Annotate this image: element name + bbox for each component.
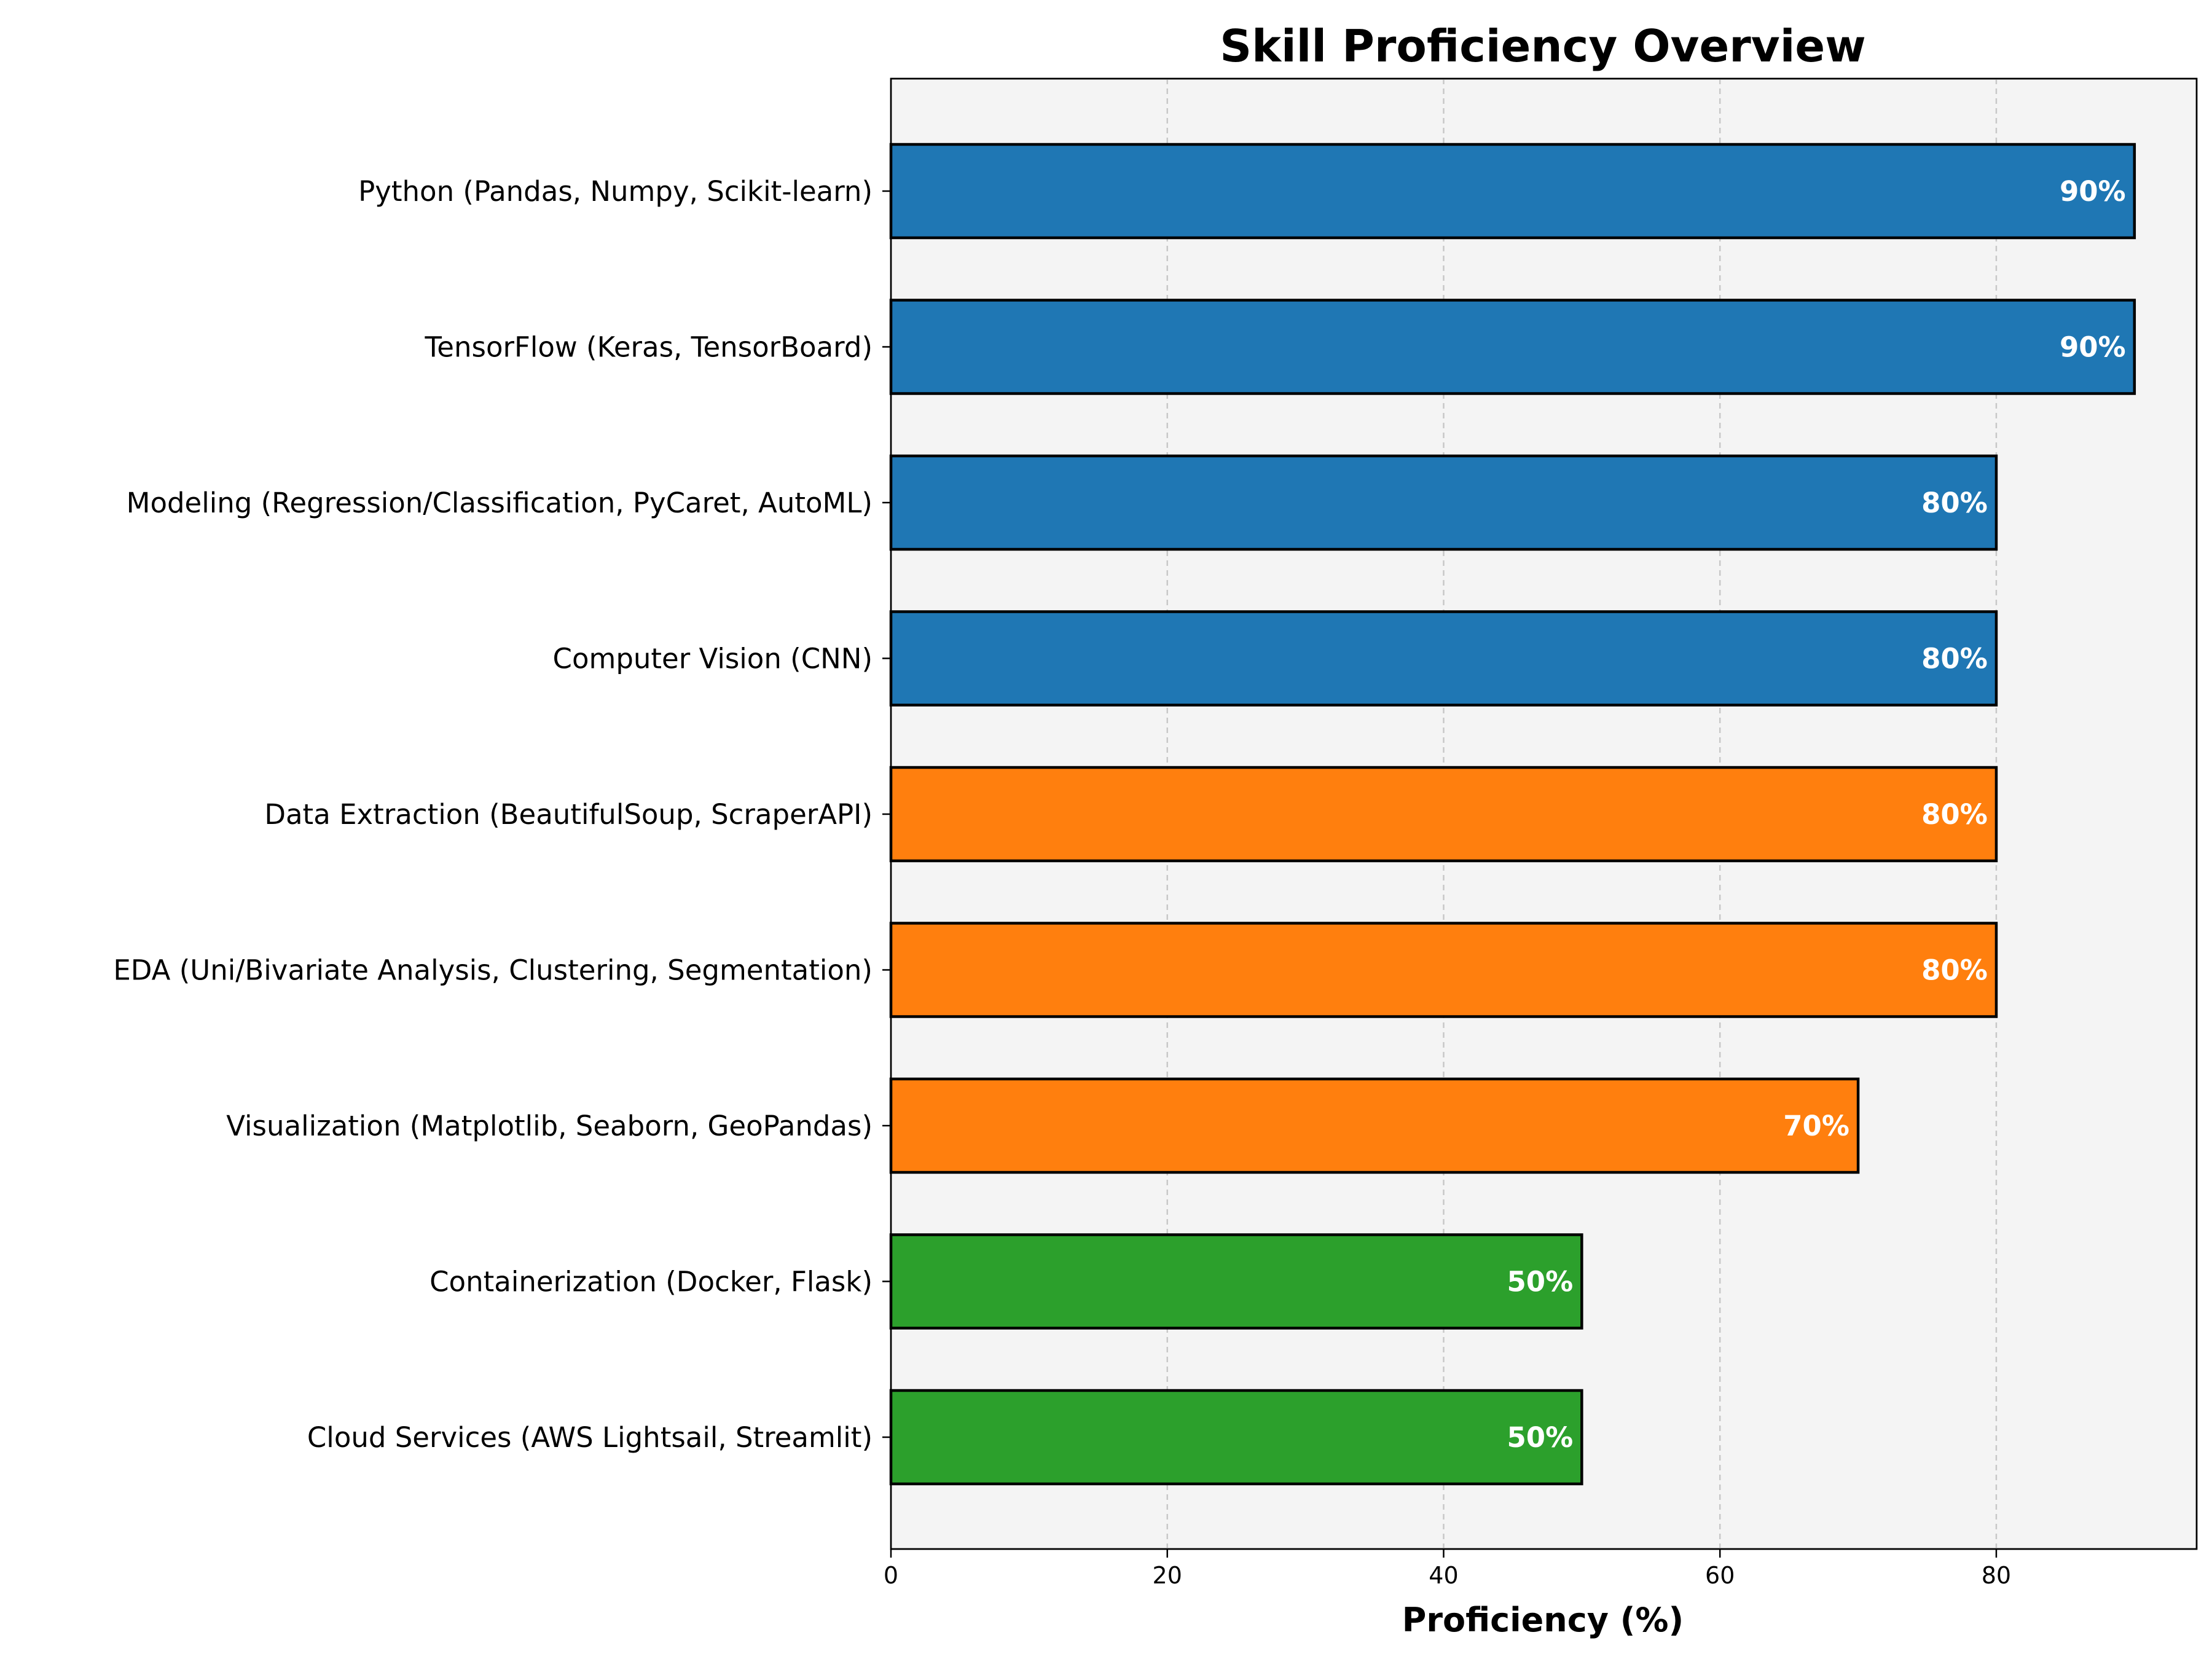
y-tick-label: TensorFlow (Keras, TensorBoard) — [424, 331, 873, 364]
bar-labels: 90% 90% 80% 80% 80% 80% 70% 50% 50% — [1507, 175, 2125, 1454]
bar-value-label: 80% — [1921, 643, 1988, 675]
y-tick-label: Python (Pandas, Numpy, Scikit-learn) — [358, 175, 873, 208]
bars — [889, 143, 2136, 1486]
x-tick-label: 60 — [1705, 1562, 1735, 1589]
bar — [889, 1389, 1583, 1486]
y-tick-label: EDA (Uni/Bivariate Analysis, Clustering,… — [113, 954, 873, 987]
bar — [889, 766, 1998, 863]
bar — [889, 143, 2136, 240]
chart-title: Skill Proficiency Overview — [1220, 20, 1866, 72]
y-tick-label: Cloud Services (AWS Lightsail, Streamlit… — [307, 1421, 873, 1454]
y-tick-label: Modeling (Regression/Classification, PyC… — [127, 487, 873, 519]
bar-value-label: 90% — [2060, 175, 2126, 208]
x-tick-label: 80 — [1982, 1562, 2011, 1589]
x-axis-label: Proficiency (%) — [1402, 1601, 1684, 1639]
bar-value-label: 80% — [1921, 798, 1988, 831]
y-axis-ticks: Python (Pandas, Numpy, Scikit-learn) Tens… — [113, 175, 891, 1454]
bar — [889, 610, 1998, 707]
bar-value-label: 80% — [1921, 954, 1988, 987]
plot-frame — [890, 77, 2198, 1550]
x-tick-label: 20 — [1153, 1562, 1182, 1589]
y-tick-label: Data Extraction (BeautifulSoup, ScraperA… — [264, 798, 873, 831]
bar — [889, 1233, 1583, 1330]
bar-value-label: 80% — [1921, 487, 1988, 519]
bar-value-label: 90% — [2060, 331, 2126, 364]
bar — [889, 454, 1998, 551]
y-tick-label: Containerization (Docker, Flask) — [429, 1266, 873, 1298]
x-tick-label: 0 — [884, 1562, 898, 1589]
bar-value-label: 50% — [1507, 1421, 1573, 1454]
y-tick-label: Visualization (Matplotlib, Seaborn, GeoP… — [226, 1110, 873, 1142]
bar — [889, 299, 2136, 395]
x-tick-label: 40 — [1429, 1562, 1458, 1589]
bar — [889, 1077, 1860, 1174]
x-axis-ticks: 0 20 40 60 80 — [884, 1549, 2011, 1589]
bar-value-label: 50% — [1507, 1266, 1573, 1298]
bar-value-label: 70% — [1783, 1110, 1849, 1142]
y-tick-label: Computer Vision (CNN) — [553, 643, 873, 675]
bar — [889, 922, 1998, 1018]
